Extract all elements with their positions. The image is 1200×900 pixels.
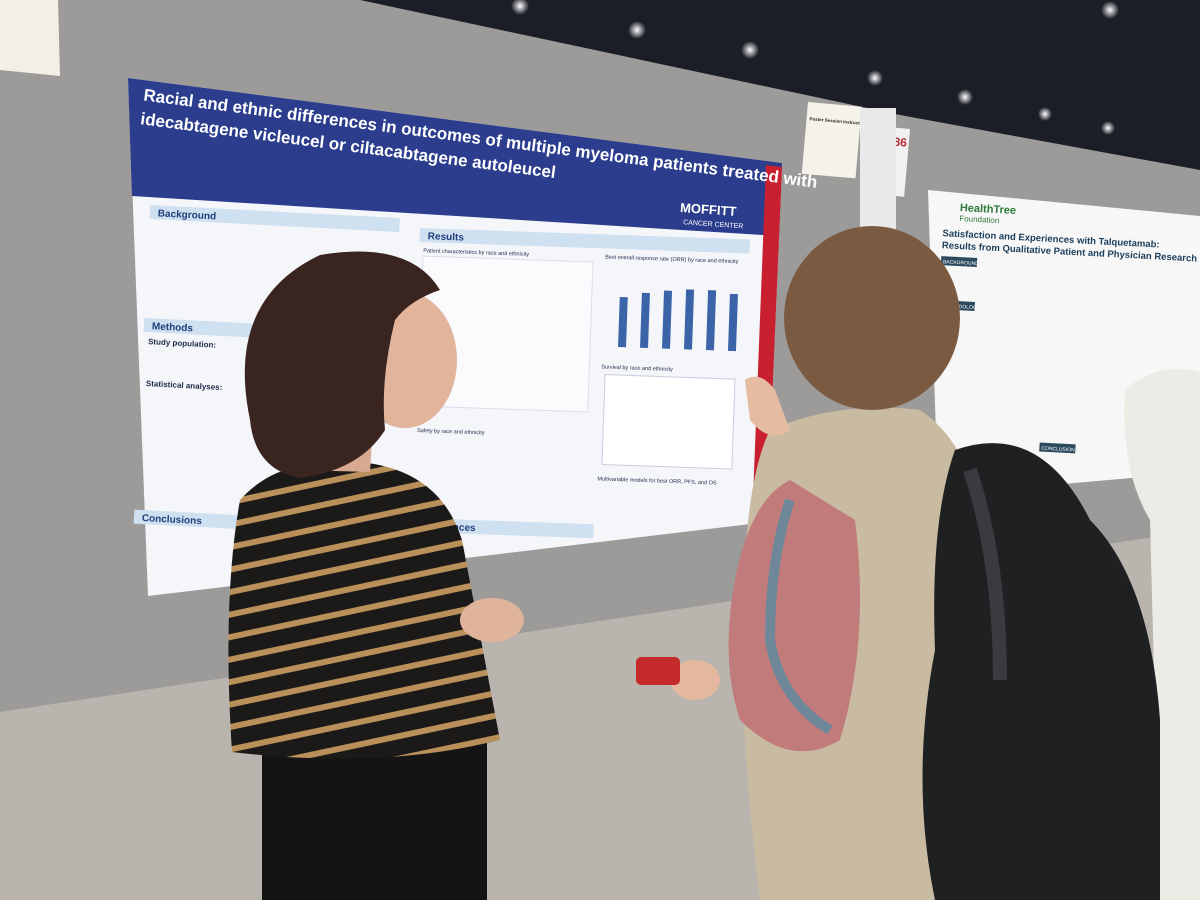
poster-header [128, 78, 782, 236]
section-heading: Conclusions [142, 513, 203, 527]
printed-sleeve [728, 480, 860, 752]
instruction-title: Poster Session Instructions [809, 116, 869, 126]
section-label: CONCLUSION [1041, 446, 1075, 454]
section-tag [940, 256, 978, 268]
panel-title: Multivariable models for best ORR, PFS, … [597, 476, 717, 486]
section-heading: Background [158, 208, 217, 222]
panel-title: Patient characteristics by race and ethn… [423, 248, 529, 258]
panel-title: Safety by race and ethnicity [417, 428, 485, 436]
main-poster: Racial and ethnic differences in outcome… [128, 78, 818, 596]
mini-bars [618, 289, 738, 352]
section-band [149, 205, 400, 233]
sleeve-pattern [764, 498, 833, 735]
person-left [228, 251, 524, 900]
section-heading: Results [428, 231, 465, 243]
hair [784, 226, 960, 410]
section-heading: Methods [152, 321, 194, 334]
pants [262, 740, 487, 900]
km-plots [601, 374, 736, 470]
panel-title: Best overall response rate (ORR) by race… [605, 254, 739, 265]
hair [244, 251, 440, 478]
logo-sub: CANCER CENTER [683, 219, 744, 230]
methods-item: Study population: [148, 337, 216, 350]
backpack [922, 443, 1160, 900]
ceiling-lights [511, 0, 1119, 135]
section-label: BACKGROUND [943, 259, 979, 267]
hands [460, 598, 524, 642]
bystander [1124, 368, 1200, 900]
instruction-sheet [801, 102, 862, 179]
sweater [228, 461, 500, 759]
section-tag [1039, 442, 1076, 454]
backpack-strap [963, 467, 1007, 681]
panel-title: Survival by race and ethnicity [601, 364, 673, 373]
methods-item: Statistical analyses: [146, 379, 223, 392]
post [860, 108, 896, 248]
poster-side-band [752, 165, 782, 524]
person-right [636, 226, 1160, 900]
logo: MOFFITT [680, 200, 737, 219]
paper [0, 0, 60, 76]
raised-hand [745, 376, 790, 436]
org-name: HealthTree [960, 202, 1017, 217]
org-sub: Foundation [959, 214, 999, 225]
phone [636, 657, 680, 685]
section-label: METHODOLOGY [941, 303, 981, 311]
section-band [419, 228, 750, 254]
hand [670, 660, 720, 700]
